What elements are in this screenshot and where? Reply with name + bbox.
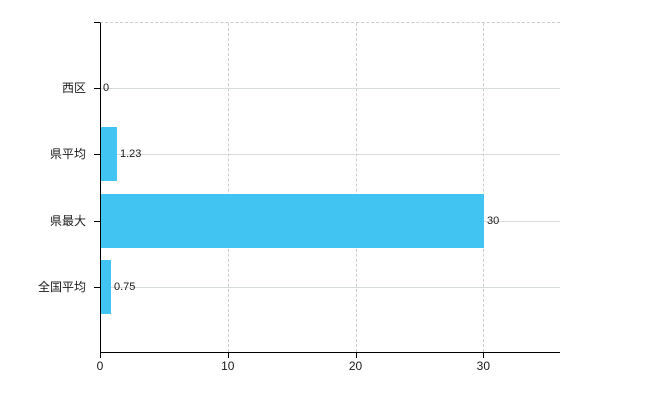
plot-area: 0 1.23 30 0.75 [100, 22, 560, 353]
y-axis-tick [94, 154, 100, 156]
bar-value-label: 1.23 [120, 148, 142, 161]
vertical-gridline [227, 23, 229, 352]
bar-value-label: 0.75 [114, 280, 136, 293]
y-axis-tick [94, 22, 100, 23]
x-axis-tick [100, 353, 101, 358]
bar[interactable] [101, 127, 117, 182]
x-axis-tick [227, 353, 229, 358]
y-axis-tick [94, 286, 100, 288]
x-axis-tick-label: 0 [96, 359, 104, 373]
vertical-gridline [483, 23, 485, 352]
category-label: 県平均 [49, 147, 86, 162]
x-axis-tick-label: 20 [348, 359, 363, 373]
x-axis-tick [483, 353, 485, 358]
bar[interactable] [101, 259, 111, 314]
y-axis-tick [94, 220, 100, 222]
x-axis-tick-label: 10 [221, 359, 235, 373]
category-gridline [101, 154, 560, 156]
category-gridline [101, 88, 560, 90]
category-label: 全国平均 [37, 279, 86, 294]
category-label: 県最大 [49, 213, 86, 228]
bar-value-label: 0 [103, 82, 110, 95]
y-axis-tick [94, 88, 100, 90]
x-axis-tick [355, 353, 357, 358]
bar[interactable] [101, 193, 484, 248]
category-label: 西区 [61, 81, 86, 96]
x-axis-tick-label: 30 [476, 359, 491, 373]
bar-value-label: 30 [487, 214, 500, 227]
vertical-gridline [355, 23, 357, 352]
category-gridline [101, 286, 560, 288]
